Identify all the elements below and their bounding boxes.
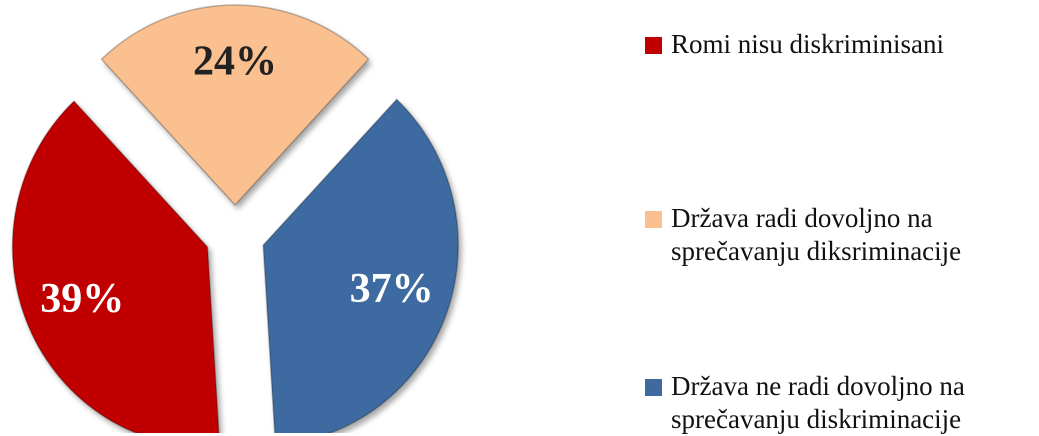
data-label: 37% <box>350 266 434 312</box>
legend-swatch <box>645 211 662 228</box>
legend-entry: Romi nisu diskriminisani <box>645 28 1039 61</box>
legend-label: Romi nisu diskriminisani <box>671 29 945 59</box>
legend-label: Država radi dovoljno na sprečavanju diks… <box>671 203 962 266</box>
legend-swatch <box>645 37 662 54</box>
pie-slice <box>100 4 370 207</box>
legend-entry: Država radi dovoljno na sprečavanju diks… <box>645 202 1039 268</box>
legend-label: Država ne radi dovoljno na sprečavanju d… <box>671 371 965 434</box>
chart: 39% 24% 37% <box>11 4 459 433</box>
data-label: 24% <box>193 39 277 85</box>
pie-slice <box>11 100 220 433</box>
legend-swatch <box>645 379 662 396</box>
data-label: 39% <box>40 276 124 322</box>
legend-entry: Država ne radi dovoljno na sprečavanju d… <box>645 370 1039 436</box>
pie-slice <box>262 98 459 433</box>
